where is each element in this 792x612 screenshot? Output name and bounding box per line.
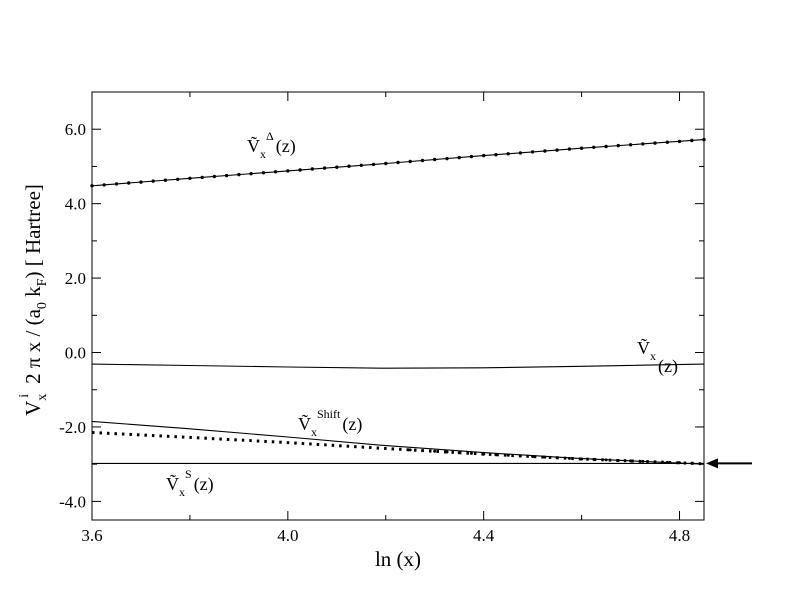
series-dot [469,154,474,159]
x-tick-label: 4.8 [669,526,690,545]
series-dot [702,137,706,142]
series-dot [421,449,424,453]
series-dot [176,177,180,181]
series-dot [543,455,547,459]
series-dot [592,457,596,461]
y-tick-label: 0.0 [65,344,86,363]
series-dot [677,139,682,144]
x-tick-label: 3.6 [81,526,102,545]
series-dot [457,155,461,160]
series-dot [628,143,633,147]
y-tick-label: 2.0 [65,269,86,288]
series-dot [420,158,425,163]
series-dot [567,147,572,151]
series-dot [273,170,278,174]
series-dot [469,451,473,455]
series-label-4: ṼxS (z) [166,467,214,499]
series-dot [506,152,510,156]
series-dot [494,453,498,457]
y-axis-title-text: Vxi2 π x / (a0 kF) [ Hartree] [17,184,50,416]
series-dot [200,175,204,180]
series-dot [530,150,535,154]
series-dot [641,142,645,146]
series-dot [518,151,523,155]
curve-labels: ṼxΔ (z) Ṽx (z) ṼxShift (z) ṼxS (z) [166,129,678,499]
series-dot [151,179,155,183]
series-dot [371,162,376,167]
series-dot [482,452,486,456]
series-dot [579,146,584,150]
series-dot [310,167,314,171]
series-dot [445,450,449,454]
series-dot [543,149,547,153]
series-dot [665,140,669,144]
y-axis-title: Vxi2 π x / (a0 kF) [ Hartree] [17,184,50,416]
series-dot [384,161,388,166]
series-dot [506,453,510,457]
series-dot [690,138,694,143]
series-dot [604,144,608,149]
series-dot [518,454,522,458]
series-dot [114,182,119,186]
series-dot [408,159,412,164]
series-dot [261,171,266,175]
series-dot [127,181,131,185]
series-dot [433,449,437,453]
series-label-0: ṼxΔ (z) [247,129,296,161]
series-dot [531,455,535,458]
series-line-1 [91,363,705,369]
annotations [706,458,752,469]
series-label-2: ṼxShift (z) [298,407,362,439]
y-tick-label: 6.0 [65,120,86,139]
series-dot [322,166,327,170]
series-line-2 [91,420,705,465]
series-dot [163,178,168,182]
series-dot [90,184,94,188]
series-dot [102,183,106,187]
series-dot [592,145,596,149]
series-dot [616,143,620,148]
series-dot [641,459,645,463]
curves [90,137,706,466]
series-label-1: Ṽx (z) [637,337,678,377]
x-tick-label: 4.4 [473,526,495,545]
plot-frame [91,91,705,521]
series-dot [494,153,498,157]
series-dot [298,168,302,172]
series-dot [224,173,229,178]
series-dot [445,156,449,161]
series-dot [237,172,241,177]
series-dot [433,157,437,162]
x-axis-title: ln (x) [375,547,421,571]
axis-ticks: 3.6 4.0 4.4 4.8 -4.0 -2.0 0.0 2.0 4.0 6.0 [59,92,704,545]
series-dot [653,460,657,464]
series-dot [408,448,412,452]
series-dot [482,153,486,158]
y-tick-label: -2.0 [59,418,86,437]
series-dot [249,172,253,176]
y-tick-label: 4.0 [65,195,86,214]
series-dot [457,451,461,455]
series-dot [604,458,608,462]
series-line-3 [91,431,705,466]
y-tick-label: -4.0 [59,492,86,511]
series-dot [359,163,363,167]
series-dot [616,458,620,462]
series-dot [580,457,584,461]
arrow-head [706,458,718,469]
series-dot [629,459,633,463]
x-tick-label: 4.0 [277,526,298,545]
series-dot [335,165,339,169]
series-dot [139,180,143,184]
series-dot [555,148,559,152]
series-dot [188,176,192,180]
series-dot [286,169,290,173]
series-dot [555,456,559,460]
series-dot [653,141,657,145]
series-dot [396,160,400,165]
series-dot [347,164,351,168]
series-dot [212,174,217,179]
series-dot [567,456,571,460]
